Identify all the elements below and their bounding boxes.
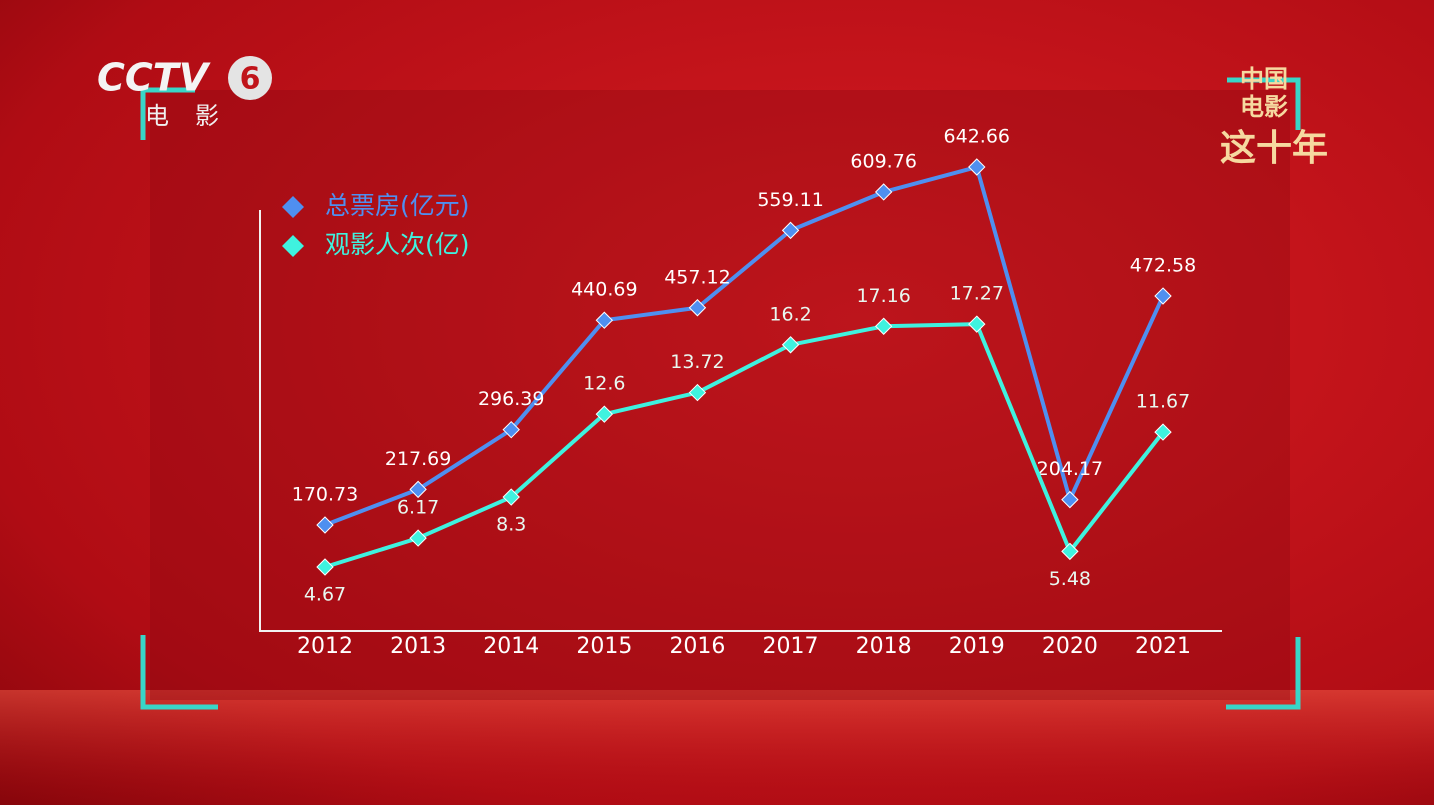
data-label: 440.69 xyxy=(571,279,637,301)
data-label: 296.39 xyxy=(478,388,544,410)
data-point xyxy=(874,183,893,201)
legend-label: 观影人次(亿) xyxy=(325,230,470,259)
data-label: 4.67 xyxy=(304,584,346,606)
data-label: 11.67 xyxy=(1136,391,1190,413)
data-label: 204.17 xyxy=(1037,458,1103,480)
data-point xyxy=(409,529,427,547)
data-label: 6.17 xyxy=(397,497,439,519)
data-label: 642.66 xyxy=(944,126,1010,148)
series-line xyxy=(324,322,1165,569)
data-point xyxy=(968,315,986,333)
data-point xyxy=(595,311,614,329)
x-tick-label: 2019 xyxy=(949,634,1005,659)
logo-badge xyxy=(228,56,272,100)
data-label: 8.3 xyxy=(496,514,526,536)
data-point xyxy=(502,420,520,439)
data-point xyxy=(502,488,520,506)
data-point xyxy=(1061,542,1079,561)
data-label: 5.48 xyxy=(1049,568,1091,590)
data-label: 16.2 xyxy=(769,303,811,325)
data-point xyxy=(968,158,986,176)
data-label: 609.76 xyxy=(850,150,916,172)
data-label: 559.11 xyxy=(757,189,823,211)
data-label: 12.6 xyxy=(583,373,625,395)
floor-glow xyxy=(0,690,1434,805)
data-point xyxy=(1061,490,1079,509)
x-tick-label: 2012 xyxy=(297,634,353,659)
data-point xyxy=(688,299,707,317)
data-point xyxy=(1154,423,1172,441)
data-point xyxy=(595,405,614,423)
data-label: 170.73 xyxy=(292,484,358,506)
program-title: 这十年 xyxy=(1220,128,1328,169)
logo-channel: CCTV xyxy=(97,56,211,100)
x-tick-label: 2013 xyxy=(390,634,446,659)
data-label: 13.72 xyxy=(670,351,724,373)
program-title: 中国 xyxy=(1240,65,1288,93)
series-line xyxy=(324,165,1165,527)
x-tick-label: 2017 xyxy=(763,634,819,659)
corner-brackets xyxy=(140,77,1301,710)
x-tick-label: 2018 xyxy=(856,634,912,659)
data-label: 217.69 xyxy=(385,448,451,470)
data-point xyxy=(316,558,334,576)
x-tick-label: 2020 xyxy=(1042,634,1098,659)
data-point xyxy=(874,317,893,335)
legend-marker xyxy=(282,196,304,218)
data-label: 472.58 xyxy=(1130,255,1196,277)
x-tick-label: 2015 xyxy=(576,634,632,659)
x-tick-label: 2016 xyxy=(669,634,725,659)
data-label: 457.12 xyxy=(664,266,730,288)
x-tick-label: 2014 xyxy=(483,634,539,659)
data-point xyxy=(781,336,800,354)
data-point xyxy=(316,516,334,534)
data-point xyxy=(781,221,800,240)
legend-marker xyxy=(282,235,304,257)
logo-number: 6 xyxy=(240,62,261,97)
data-point xyxy=(688,383,707,402)
program-title: 电影 xyxy=(1240,93,1288,121)
legend-label: 总票房(亿元) xyxy=(325,191,470,220)
panel xyxy=(150,90,1290,700)
data-point xyxy=(409,480,427,499)
logo-name: 电影 xyxy=(145,102,245,130)
data-label: 17.16 xyxy=(856,285,910,307)
data-label: 17.27 xyxy=(950,283,1004,305)
x-tick-label: 2021 xyxy=(1135,634,1191,659)
data-point xyxy=(1154,287,1172,305)
